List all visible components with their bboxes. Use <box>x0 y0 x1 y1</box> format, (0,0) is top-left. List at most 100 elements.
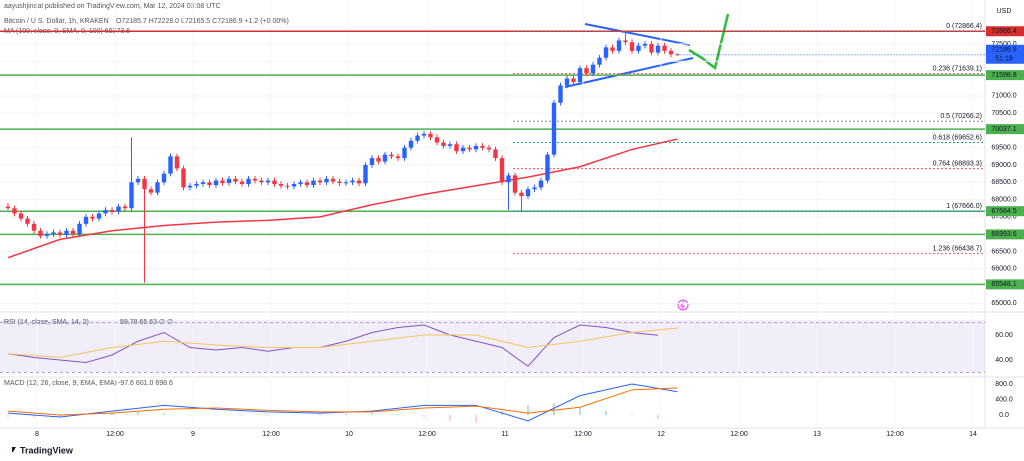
x-tick-label: 11 <box>501 431 508 438</box>
candle-body <box>350 180 355 183</box>
macd-tick-label: 400.0 <box>995 396 1013 403</box>
x-tick-label: 13 <box>813 431 821 438</box>
candle-body <box>558 85 563 103</box>
candle-body <box>337 181 342 183</box>
candle-body <box>57 232 63 235</box>
rsi-ma-line <box>7 327 678 359</box>
candle-body <box>272 180 277 185</box>
candle-body <box>129 182 134 209</box>
candle-body <box>662 45 667 51</box>
y-tick-label: 69000.0 <box>991 162 1016 169</box>
candle-body <box>493 149 498 159</box>
candle-body <box>187 185 193 188</box>
x-tick-label: 12:00 <box>262 431 280 438</box>
y-tick-label: 71000.0 <box>991 93 1016 100</box>
fib-label: 1 (67666.0) <box>946 203 982 210</box>
candle-body <box>486 147 492 150</box>
macd-histogram-bar <box>605 411 607 416</box>
candle-body <box>623 40 628 43</box>
candle-body <box>200 182 206 185</box>
x-tick-label: 9 <box>191 431 195 438</box>
candle-body <box>525 189 531 197</box>
macd-histogram-bar <box>33 415 35 418</box>
candle-body <box>421 133 427 136</box>
candle-body <box>317 180 323 183</box>
candle-body <box>389 154 394 157</box>
candle-body <box>551 102 557 155</box>
candle-body <box>122 206 128 209</box>
candle-body <box>239 181 245 185</box>
level-tag <box>986 206 1024 217</box>
macd-readout: -97.6 601.0 698.6 <box>118 380 173 387</box>
candle-body <box>395 156 401 159</box>
candle-body <box>480 145 485 148</box>
candle-body <box>597 57 602 65</box>
candle-body <box>259 180 264 183</box>
macd-histogram-bar <box>475 415 477 423</box>
macd-histogram-bar <box>267 415 269 416</box>
macd-histogram-bar <box>527 405 529 416</box>
candle-body <box>220 180 225 183</box>
candle-body <box>5 206 11 209</box>
candle-body <box>402 147 407 159</box>
y-tick-label: 68500.0 <box>991 179 1016 186</box>
projection-arrow <box>688 13 730 71</box>
candle-body <box>246 178 251 185</box>
macd-histogram-bar <box>163 413 165 416</box>
currency: USD <box>997 8 1012 15</box>
rsi-tick-label: 60.00 <box>995 332 1013 339</box>
candle-body <box>343 182 349 184</box>
candle-body <box>278 184 284 186</box>
candle-body <box>148 189 154 193</box>
x-tick-label: 14 <box>969 431 977 438</box>
y-tick-label: 72500.0 <box>991 41 1016 48</box>
level-label: 67664.5 <box>991 208 1016 215</box>
candle-body <box>655 45 661 53</box>
candle-body <box>649 43 654 53</box>
macd-title: MACD (12, 26, close, 9, EMA, EMA) <box>4 380 117 387</box>
y-tick-label: 67500.0 <box>991 214 1016 221</box>
x-tick-label: 12:00 <box>574 431 592 438</box>
candle-body <box>116 206 121 212</box>
candle-body <box>291 184 297 187</box>
fib-label: 0.5 (70266.2) <box>940 113 982 120</box>
rsi-tick-label: 40.00 <box>995 357 1013 364</box>
candle-body <box>38 230 43 236</box>
candle-body <box>311 180 316 186</box>
macd-histogram-bar <box>397 413 399 416</box>
candle-body <box>174 156 180 169</box>
candle-body <box>213 180 219 186</box>
candle-body <box>194 184 199 186</box>
candle-body <box>434 137 440 143</box>
candle-body <box>506 175 511 183</box>
candle-body <box>629 42 635 51</box>
candle-body <box>499 158 505 183</box>
candle-body <box>70 230 76 235</box>
candle-body <box>538 180 544 188</box>
candle-body <box>636 45 641 51</box>
rsi-title: RSI (14, close, SMA, 14, 2) <box>4 319 89 326</box>
candle-body <box>460 147 466 152</box>
candle-body <box>447 144 453 146</box>
fib-label: 0.764 (68893.3) <box>933 161 982 168</box>
candle-body <box>642 43 648 46</box>
x-tick-label: 12:00 <box>730 431 748 438</box>
candle-body <box>473 145 479 150</box>
macd-histogram-bar <box>319 413 321 416</box>
candle-body <box>467 147 472 150</box>
candle-body <box>77 223 82 235</box>
event-icon <box>677 299 689 311</box>
candle-body <box>564 78 570 86</box>
candle-body <box>285 185 290 187</box>
level-label: 65548.1 <box>991 281 1016 288</box>
candle-body <box>233 178 238 182</box>
candle-body <box>610 47 615 51</box>
candle-body <box>330 178 336 182</box>
candle-body <box>135 178 141 183</box>
macd-histogram-bar <box>657 415 659 419</box>
macd-histogram-bar <box>553 403 555 416</box>
candle-body <box>103 209 108 214</box>
candle-body <box>90 216 95 219</box>
x-tick-label: 12:00 <box>886 431 904 438</box>
